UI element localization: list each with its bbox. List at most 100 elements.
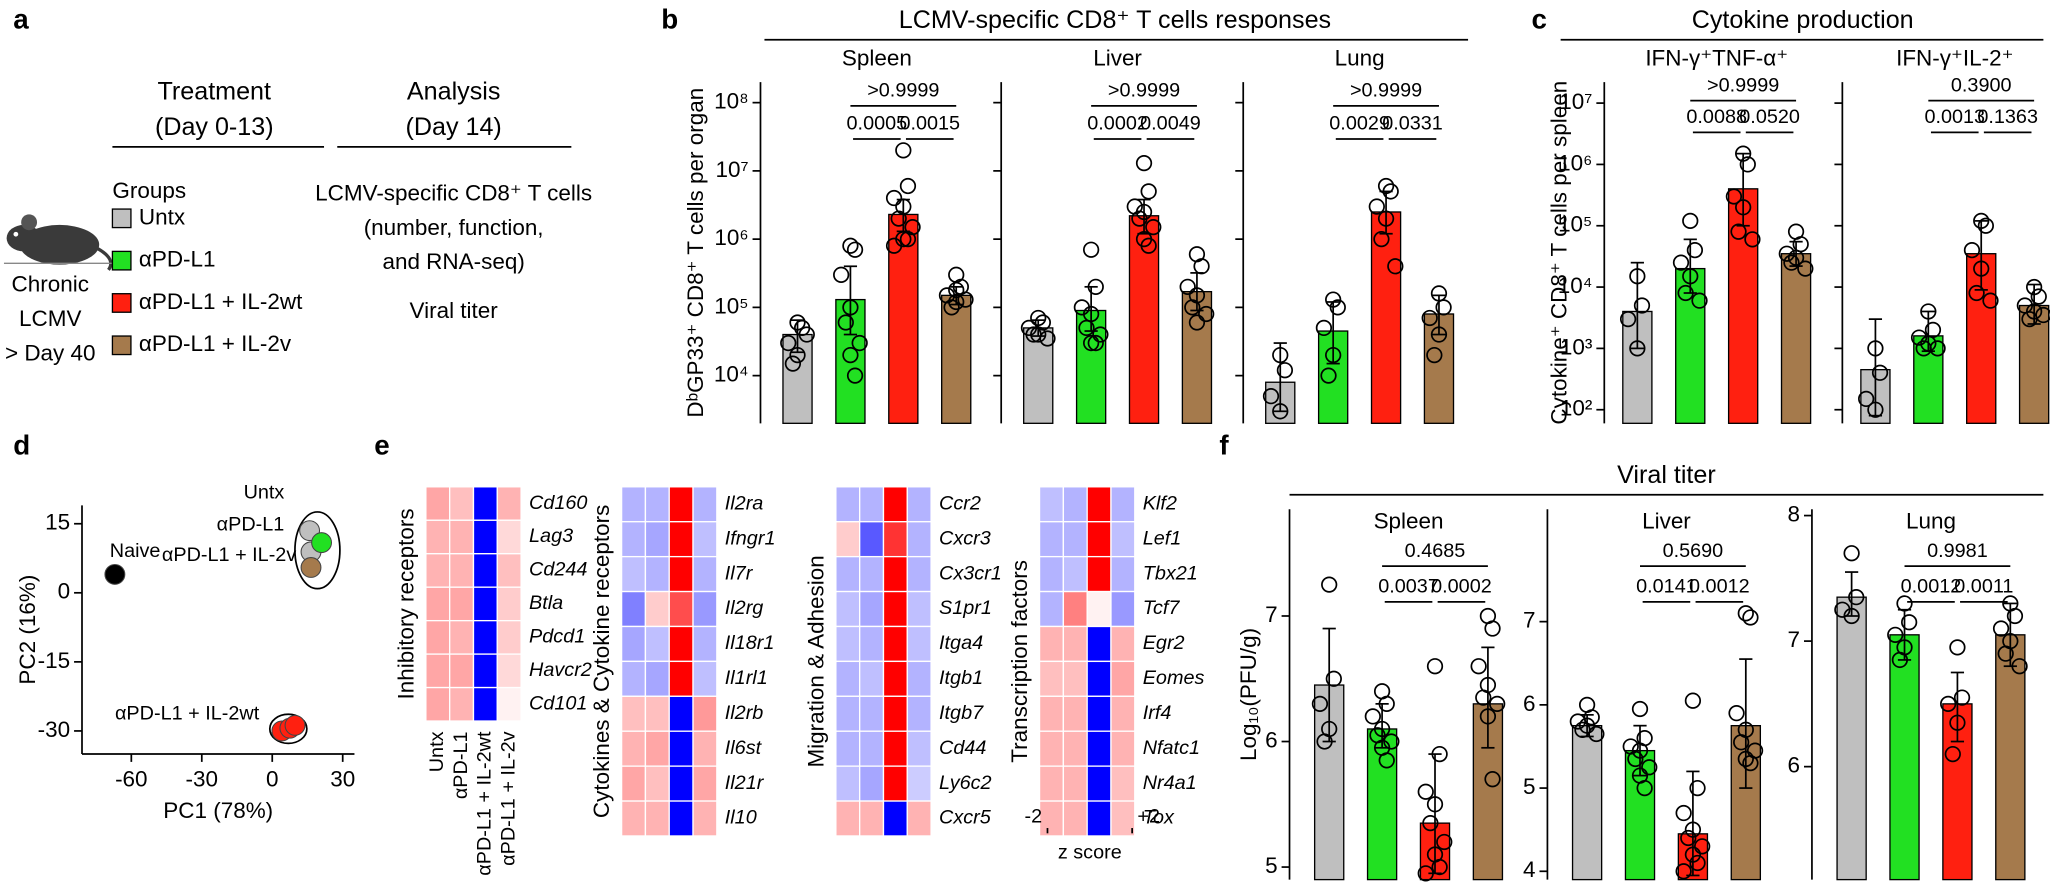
heatmap-cell [644,765,670,802]
data-point [1030,326,1047,343]
heatmap-cell [449,586,475,622]
data-point [1484,620,1501,637]
heatmap-cell [859,521,885,558]
heatmap-cell [644,800,670,837]
column-label: αPD-L1 + IL-2v [497,731,519,865]
y-tick-label: 7 [1788,627,1800,652]
data-point [1619,311,1637,328]
x-tick-label: 30 [330,766,355,791]
gene-label: Btla [529,592,563,614]
heatmap-cell [1062,660,1088,697]
data-point [1426,346,1443,364]
heatmap-cell [1038,555,1065,593]
data-point [1198,305,1215,323]
data-point [1276,362,1294,379]
heatmap-cell [668,660,694,697]
p-value: 0.0012 [1901,576,1962,598]
heatmap-cell [859,730,885,767]
data-point [1891,651,1909,669]
analysis-header: Analysis [407,77,501,105]
bar [1675,267,1706,424]
p-value: 0.1363 [1977,106,2038,128]
heatmap-cell [449,519,475,555]
heatmap-cell [644,590,670,628]
data-point [842,346,859,364]
heatmap-cell [620,590,647,628]
heatmap-cell [668,730,694,767]
data-point [1325,291,1342,308]
data-point [890,210,907,227]
data-point [1417,783,1434,800]
heatmap-cell [472,586,498,622]
gene-label: Ccr2 [939,492,981,514]
data-point [1489,695,1506,713]
heatmap-cell [620,521,647,558]
gene-label: Klf2 [1143,492,1177,514]
data-point [1787,249,1805,266]
heatmap-cell [692,800,718,837]
column-label: αPD-L1 + IL-2wt [474,731,496,876]
heatmap-cell [1062,486,1088,523]
heatmap-cell [1086,730,1112,767]
data-point [1368,198,1385,215]
heatmap-cell [882,590,908,628]
data-point [1629,268,1646,285]
data-point [789,346,806,364]
data-point [1682,212,1699,230]
gene-label: Nr4a1 [1143,772,1197,794]
pca-point [104,563,126,585]
x-axis-label: PC1 (78%) [163,798,273,823]
group-swatch [111,208,132,229]
data-point [1783,254,1800,271]
gene-label: Il2ra [725,492,764,514]
y-tick-label: 10⁸ [714,89,748,114]
heatmap-cell [906,695,932,732]
data-point [1677,284,1694,302]
gene-label: Lag3 [529,525,573,547]
subpanel-title: Spleen [842,46,912,71]
p-value: 0.0011 [1954,576,2013,598]
data-point [1316,733,1333,750]
p-value: >0.9999 [1350,80,1422,102]
data-point [895,142,912,159]
bar [1995,634,2026,881]
heatmap-cell [496,686,522,722]
heatmap-cell [644,555,670,593]
data-point [1320,367,1337,384]
gene-label: Il10 [725,807,757,829]
data-point [1982,292,1999,309]
heatmap-cell [692,730,718,767]
p-value: 0.9981 [1927,540,1988,562]
p-value: >0.9999 [1707,74,1779,96]
data-point [1087,278,1104,295]
heatmap-cell [835,486,861,523]
data-point [1629,340,1646,357]
data-point [1682,268,1699,285]
heatmap-cell [668,590,694,628]
data-point [1744,231,1761,248]
heatmap-cell [882,660,908,697]
data-point [1140,183,1157,200]
heatmap-cell [1086,625,1112,663]
heatmap-cell [1110,590,1136,628]
data-point [1272,403,1289,420]
panel-label: f [1219,429,1229,460]
p-value: 0.0049 [1140,113,1201,135]
heatmap-cell [1062,590,1088,628]
heatmap-cell [1086,555,1112,593]
heatmap-cell [668,486,694,523]
heatmap-cell [1086,695,1112,732]
data-point [842,299,859,316]
heatmap-cell [425,653,451,689]
y-tick-label: 10⁶ [1558,150,1592,175]
block-title: Migration & Adhesion [803,555,828,767]
heatmap-cell [1038,590,1065,628]
data-point [1377,177,1395,195]
heatmap-cell [859,660,885,697]
y-tick-label: 0 [58,579,70,604]
analysis-item: Viral titer [410,298,499,323]
data-point [1689,854,1706,872]
heatmap-cell [668,521,694,558]
x-tick-label: -60 [115,766,147,791]
data-point [1684,821,1702,838]
